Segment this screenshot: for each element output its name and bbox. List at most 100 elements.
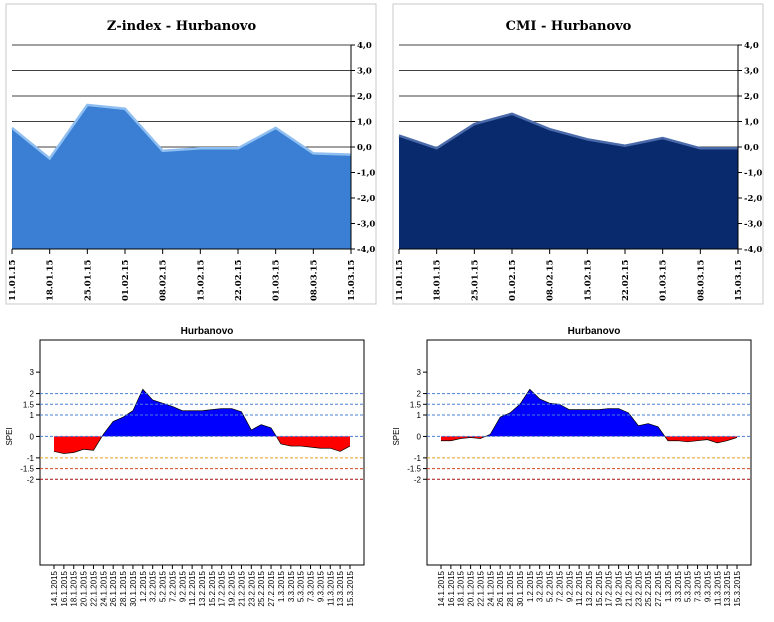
spei-left-x-tick-label: 23.2.2015: [247, 570, 256, 606]
spei-left-x-tick-label: 14.1.2015: [50, 570, 59, 606]
spei-left-x-tick-label: 15.3.2015: [346, 570, 355, 606]
cmi-chart-panel: CMI - Hurbanovo 4,0 3,0 2,0 1,0 0,0 -1,0 -2,0 -3…: [387, 0, 774, 310]
spei-right-area-negative: [441, 436, 737, 443]
zindex-y-tick-label: 2,0: [357, 92, 372, 102]
spei-right-x-tick-label: 9.3.2015: [703, 570, 712, 602]
spei-left-x-tick-label: 20.1.2015: [80, 570, 89, 606]
spei-left-x-tick-label: 11.2.2015: [188, 570, 197, 606]
spei-right-x-tick-label: 1.2.2015: [526, 570, 535, 602]
zindex-chart-panel: Z-index - Hurbanovo 4,0 3,0 2,0 1,0 0,0 -1,0 -2…: [0, 0, 387, 310]
spei-right-x-tick-label: 3.3.2015: [674, 570, 683, 602]
zindex-y-tick-label: -1,0: [357, 169, 375, 179]
spei-left-x-tick-label: 21.2.2015: [237, 570, 246, 606]
cmi-y-tick-label: -1,0: [744, 169, 762, 179]
spei-right-title: Hurbanovo: [568, 326, 621, 337]
spei-chart-panel-right: Hurbanovo 3 2 1.5 1 0 -1 -1.5 -2 SPEI 14.1.2015 16.…: [387, 318, 774, 622]
spei-right-plot-frame: [426, 339, 752, 566]
cmi-area: [399, 113, 738, 249]
spei-right-x-tick-label: 27.2.2015: [654, 570, 663, 606]
spei-right-x-tick-label: 26.1.2015: [496, 570, 505, 606]
cmi-y-tick-label: 3,0: [744, 67, 759, 77]
zindex-line: [11, 103, 352, 161]
spei-left-y-axis-label: SPEI: [5, 427, 14, 445]
spei-right-area-positive: [485, 389, 665, 437]
zindex-x-tick-label: 08.03.15: [309, 260, 319, 301]
spei-left-title: Hurbanovo: [181, 326, 234, 337]
spei-right-x-tick-label: 18.1.2015: [457, 570, 466, 606]
spei-left-x-tick-label: 13.3.2015: [336, 570, 345, 606]
spei-left-x-tick-label: 15.2.2015: [208, 570, 217, 606]
cmi-y-tick-label: -2,0: [744, 194, 762, 204]
spei-right-x-tick-label: 19.2.2015: [615, 570, 624, 606]
zindex-x-tick-label: 18.01.15: [46, 260, 56, 301]
spei-left-x-tick-label: 7.2.2015: [168, 570, 177, 602]
spei-right-y-tick-label: 1: [417, 411, 422, 420]
zindex-y-tick-label: -2,0: [357, 194, 375, 204]
cmi-x-tick-label: 15.03.15: [734, 260, 744, 301]
spei-right-x-tick-label: 23.2.2015: [634, 570, 643, 606]
spei-right-x-tick-label: 7.3.2015: [694, 570, 703, 602]
cmi-y-tick-label: -3,0: [744, 220, 762, 230]
spei-right-x-tick-label: 5.3.2015: [684, 570, 693, 602]
cmi-x-tick-label: 01.02.15: [508, 260, 518, 301]
spei-right-x-tick-label: 25.2.2015: [644, 570, 653, 606]
spei-right-x-tick-label: 13.3.2015: [723, 570, 732, 606]
spei-right-x-tick-label: 11.2.2015: [575, 570, 584, 606]
spei-left-x-tick-label: 30.1.2015: [129, 570, 138, 606]
cmi-y-tick-label: 2,0: [744, 92, 759, 102]
cmi-chart: CMI - Hurbanovo 4,0 3,0 2,0 1,0 0,0 -1,0 -2,0 -3…: [392, 3, 764, 305]
zindex-y-tick-label: -3,0: [357, 220, 375, 230]
cmi-x-tick-label: 08.03.15: [696, 260, 706, 301]
spei-left-x-tick-label: 5.3.2015: [297, 570, 306, 602]
cmi-y-tick-label: 1,0: [744, 118, 759, 128]
spei-left-y-tick-label: 3: [30, 368, 35, 377]
spei-right-x-tick-label: 14.1.2015: [437, 570, 446, 606]
spei-left-x-tick-label: 18.1.2015: [70, 570, 79, 606]
spei-left-x-tick-label: 1.3.2015: [277, 570, 286, 602]
cmi-title: CMI - Hurbanovo: [506, 19, 632, 34]
spei-right-x-tick-label: 13.2.2015: [585, 570, 594, 606]
spei-left-x-tick-label: 28.1.2015: [119, 570, 128, 606]
spei-left-x-tick-label: 9.2.2015: [178, 570, 187, 602]
spei-right-line: [441, 388, 738, 444]
cmi-y-tick-label: -4,0: [744, 245, 762, 255]
spei-left-line: [53, 388, 351, 454]
zindex-x-tick-label: 01.02.15: [121, 260, 131, 301]
spei-right-x-tick-label: 30.1.2015: [516, 570, 525, 606]
cmi-x-tick-label: 11.01.15: [395, 260, 405, 301]
spei-left-x-tick-label: 1.2.2015: [139, 570, 148, 602]
zindex-y-tick-label: 1,0: [357, 118, 372, 128]
zindex-area: [12, 104, 351, 249]
spei-left-x-tick-label: 17.2.2015: [218, 570, 227, 606]
spei-right-y-tick-label: -2: [414, 475, 422, 484]
spei-left-y-tick-label: -1.5: [20, 465, 34, 474]
spei-right-x-tick-label: 28.1.2015: [506, 570, 515, 606]
spei-chart-right: Hurbanovo 3 21.5 1 0 -1 -1.5-2 SPEI 14.1.2015 16.…: [392, 326, 752, 607]
spei-chart-panel-left: Hurbanovo 3 2 1.5 1 0 -1 -1.5 -2 SPEI 14.1.2015 16.…: [0, 318, 387, 622]
spei-right-x-tick-label: 20.1.2015: [467, 570, 476, 606]
spei-right-x-tick-label: 22.1.2015: [476, 570, 485, 606]
spei-left-area-negative: [54, 436, 350, 454]
cmi-y-tick-label: 0,0: [744, 143, 759, 153]
zindex-x-tick-label: 11.01.15: [8, 260, 18, 301]
spei-left-x-tick-label: 7.3.2015: [307, 570, 316, 602]
zindex-y-tick-label: -4,0: [357, 245, 375, 255]
spei-left-x-tick-label: 9.3.2015: [316, 570, 325, 602]
spei-right-x-tick-label: 16.1.2015: [447, 570, 456, 606]
zindex-x-tick-label: 15.03.15: [347, 260, 357, 301]
spei-left-x-tick-label: 3.3.2015: [287, 570, 296, 602]
spei-right-y-tick-label: 1.5: [410, 400, 422, 409]
spei-left-x-tick-label: 25.2.2015: [257, 570, 266, 606]
spei-right-x-tick-label: 24.1.2015: [486, 570, 495, 606]
zindex-x-tick-label: 08.02.15: [159, 260, 169, 301]
spei-left-y-tick-label: -2: [27, 475, 35, 484]
spei-left-plot-frame: [39, 339, 365, 566]
spei-right-x-tick-label: 15.3.2015: [733, 570, 742, 606]
zindex-y-tick-label: 4,0: [357, 41, 372, 51]
spei-left-x-tick-label: 24.1.2015: [99, 570, 108, 606]
cmi-x-tick-label: 15.02.15: [583, 260, 593, 301]
spei-right-x-tick-label: 17.2.2015: [605, 570, 614, 606]
spei-left-x-tick-label: 26.1.2015: [109, 570, 118, 606]
spei-left-y-tick-label: 1.5: [23, 400, 35, 409]
spei-right-y-tick-label: -1.5: [407, 465, 421, 474]
